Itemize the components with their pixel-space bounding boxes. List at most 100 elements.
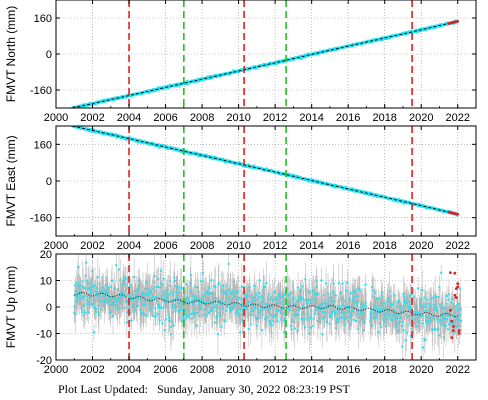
data-point: [196, 311, 199, 315]
data-point: [249, 323, 252, 326]
data-point: [268, 319, 271, 323]
data-point: [191, 311, 194, 315]
data-point: [241, 318, 244, 322]
x-tick-label: 2004: [117, 112, 141, 124]
data-point: [125, 299, 128, 302]
data-point: [96, 276, 100, 279]
data-point: [169, 333, 173, 336]
x-tick-label: 2014: [299, 112, 323, 124]
data-point: [210, 279, 213, 282]
data-point: [171, 293, 175, 297]
data-point: [172, 324, 175, 327]
data-point: [161, 322, 164, 325]
data-point: [167, 314, 170, 317]
data-point: [180, 287, 183, 290]
data-point: [156, 299, 159, 302]
data-point: [170, 299, 173, 302]
data-point: [163, 328, 166, 332]
x-tick-label: 2000: [44, 112, 68, 124]
data-point: [129, 283, 132, 287]
data-point: [80, 311, 84, 314]
data-point: [265, 282, 268, 285]
x-tick-label: 2022: [445, 240, 469, 252]
data-point: [260, 328, 264, 332]
data-point: [231, 306, 235, 309]
data-point: [217, 281, 221, 285]
data-point: [258, 291, 261, 295]
x-tick-label: 2012: [263, 112, 287, 124]
chart-panel-2: 2000 2002 2004 2006 2008 2010 2012 2014 2016 2018…: [4, 125, 477, 252]
data-point: [154, 315, 157, 318]
data-point: [170, 325, 173, 329]
data-point: [132, 275, 136, 279]
data-point: [237, 290, 240, 293]
data-point: [160, 294, 163, 298]
data-point: [164, 301, 167, 304]
data-point: [231, 289, 234, 292]
data-point: [248, 285, 251, 289]
data-point: [208, 287, 211, 290]
recent-point: [456, 212, 459, 216]
plot-area: [73, 254, 463, 358]
recent-point: [456, 20, 459, 23]
trend-line: [72, 126, 458, 215]
chart-panel-1: 2000 2002 2004 2006 2008 2010 2012 2014 2016 2018…: [4, 0, 477, 124]
data-point: [255, 292, 258, 295]
data-point: [214, 297, 218, 300]
data-point: [97, 311, 100, 315]
data-point: [106, 302, 110, 305]
y-tick-label: -160: [30, 85, 52, 97]
data-point: [94, 310, 98, 314]
data-point: [86, 281, 90, 284]
data-point: [174, 306, 177, 309]
data-point: [95, 307, 98, 311]
data-point: [126, 277, 129, 280]
data-point: [265, 316, 269, 319]
data-point: [168, 316, 171, 319]
data-point: [156, 313, 159, 316]
data-point: [253, 284, 256, 288]
data-point: [142, 313, 145, 316]
data-point: [110, 279, 114, 282]
data-point: [224, 309, 228, 312]
data-point: [238, 296, 241, 300]
data-point: [184, 317, 187, 320]
data-point: [124, 282, 127, 286]
data-point: [122, 293, 125, 296]
data-point: [185, 312, 188, 316]
data-point: [188, 300, 192, 304]
data-point: [240, 285, 244, 288]
data-point: [263, 298, 266, 301]
data-point: [84, 261, 88, 264]
x-tick-label: 2010: [226, 240, 250, 252]
data-point: [125, 301, 128, 304]
data-point: [90, 292, 93, 295]
x-tick-label: 2000: [44, 240, 68, 252]
data-point: [73, 305, 76, 309]
data-point: [152, 281, 156, 284]
x-tick-label: 2002: [80, 240, 104, 252]
data-point: [202, 313, 205, 316]
data-point: [184, 282, 188, 286]
data-point: [227, 262, 230, 266]
data-point: [276, 320, 279, 323]
chart-panel-3: 2000 2002 2004 2006 2008 2010 2012 2014 2016 2018…: [4, 249, 477, 376]
data-point: [272, 298, 276, 301]
data-point: [169, 291, 172, 294]
data-point: [195, 295, 198, 298]
data-point: [220, 325, 223, 328]
data-point: [159, 269, 163, 272]
data-point: [260, 295, 263, 298]
data-point: [216, 306, 219, 310]
x-tick-label: 2008: [190, 240, 214, 252]
x-tick-label: 2018: [372, 240, 396, 252]
data-point: [136, 304, 139, 308]
data-point: [171, 320, 174, 324]
data-point: [176, 285, 179, 289]
data-point: [216, 332, 220, 336]
data-point: [168, 319, 171, 322]
data-point: [87, 311, 90, 314]
y-tick-label: 0: [46, 49, 52, 61]
data-point: [199, 280, 202, 283]
data-point: [114, 303, 117, 307]
